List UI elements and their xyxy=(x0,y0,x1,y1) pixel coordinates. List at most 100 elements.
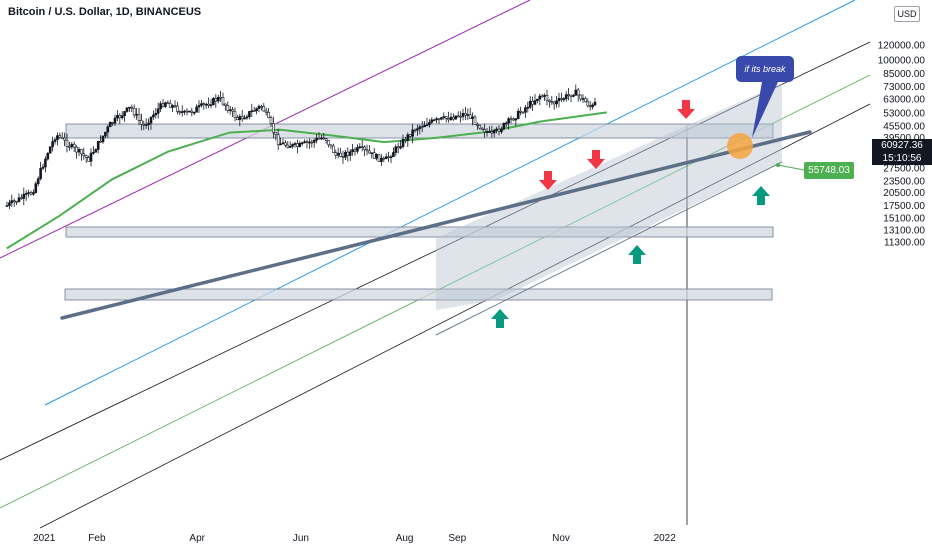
candle-body xyxy=(526,106,530,109)
candle-body xyxy=(543,94,546,97)
chart-title: Bitcoin / U.S. Dollar, 1D, BINANCEUS xyxy=(8,6,202,18)
blue-channel-line xyxy=(44,0,856,406)
candle-body xyxy=(166,102,170,105)
x-tick-label: 2022 xyxy=(654,533,677,544)
candle-body xyxy=(449,116,453,121)
candle-body xyxy=(164,102,167,107)
candle-body xyxy=(142,123,146,126)
candle-body xyxy=(183,110,186,113)
y-tick-label: 17500.00 xyxy=(883,201,925,212)
candle-body xyxy=(53,139,57,142)
candle-body xyxy=(185,110,189,113)
candle-body xyxy=(296,143,299,148)
candle-body xyxy=(60,137,64,139)
candle-body xyxy=(540,95,544,98)
annotation-callout[interactable]: if its break xyxy=(736,56,794,82)
candle-body xyxy=(274,132,278,135)
candle-body xyxy=(480,127,484,130)
candle-body xyxy=(29,192,33,195)
y-tick-label: 23500.00 xyxy=(883,177,925,188)
green-arrow-up-icon xyxy=(752,186,770,205)
candle-body xyxy=(332,145,335,153)
candle-body xyxy=(180,111,184,113)
candle-body xyxy=(108,122,112,128)
y-tick-label: 11300.00 xyxy=(884,238,925,249)
candle-body xyxy=(464,113,467,116)
main-trendline[interactable] xyxy=(60,130,812,320)
candle-body xyxy=(15,201,18,203)
candle-body xyxy=(468,114,472,119)
x-tick-label: 2021 xyxy=(33,533,56,544)
candle-body xyxy=(552,101,556,105)
candle-body xyxy=(382,157,386,160)
candle-body xyxy=(46,152,50,160)
candle-body xyxy=(327,140,330,146)
candle-body xyxy=(396,146,400,149)
candle-body xyxy=(24,193,28,195)
candle-body xyxy=(269,117,273,124)
candle-body xyxy=(572,95,575,97)
candle-body xyxy=(245,116,249,119)
candle-body xyxy=(48,146,52,154)
candle-body xyxy=(471,116,474,119)
candle-body xyxy=(168,103,172,108)
x-tick-label: Sep xyxy=(448,533,466,544)
candle-body xyxy=(411,129,414,137)
x-tick-label: Feb xyxy=(88,533,106,544)
countdown-timer: 15:10:56 xyxy=(882,153,922,164)
candle-body xyxy=(252,110,256,112)
candle-body xyxy=(56,135,59,140)
candle-body xyxy=(63,137,66,141)
candle-body xyxy=(137,113,141,121)
candle-body xyxy=(111,122,114,124)
candle-body xyxy=(130,106,134,109)
red-arrow-down-icon xyxy=(587,150,605,169)
candle-body xyxy=(392,152,395,158)
candle-body xyxy=(351,149,354,153)
y-tick-label: 45500.00 xyxy=(883,121,925,132)
y-tick-label: 100000.00 xyxy=(878,56,926,67)
candle-body xyxy=(298,142,302,148)
currency-badge[interactable]: USD xyxy=(894,6,920,22)
candle-body xyxy=(365,149,369,152)
candle-body xyxy=(219,96,222,99)
candle-body xyxy=(394,146,398,153)
candle-body xyxy=(207,103,210,106)
candle-body xyxy=(286,144,290,148)
candle-body xyxy=(77,149,81,153)
candle-body xyxy=(94,149,98,153)
green-arrow-up-icon xyxy=(491,309,509,328)
candle-body xyxy=(202,103,206,105)
candle-body xyxy=(156,108,160,114)
candle-body xyxy=(375,154,378,159)
candle-body xyxy=(197,105,201,108)
candle-body xyxy=(500,128,503,133)
candle-body xyxy=(372,152,376,159)
candle-body xyxy=(586,101,590,107)
candle-body xyxy=(12,200,16,202)
middle-zone xyxy=(65,226,774,238)
candle-body xyxy=(339,152,342,157)
candle-body xyxy=(238,116,242,120)
y-tick-label: 20500.00 xyxy=(883,188,925,199)
candle-body xyxy=(560,98,563,100)
candle-body xyxy=(128,106,131,109)
callout-pointer xyxy=(752,82,778,138)
candle-body xyxy=(291,143,294,147)
candle-body xyxy=(135,113,138,116)
candle-body xyxy=(322,137,326,140)
candle-body xyxy=(82,153,86,156)
candle-body xyxy=(152,114,155,118)
candle-body xyxy=(380,157,383,162)
candle-body xyxy=(264,110,268,113)
x-tick-label: Aug xyxy=(396,533,414,544)
candle-body xyxy=(504,122,508,125)
breakout-circle[interactable] xyxy=(727,133,753,159)
candle-body xyxy=(360,146,364,149)
candle-body xyxy=(284,142,287,146)
candle-body xyxy=(432,119,436,122)
red-arrow-down-icon xyxy=(539,171,557,190)
arrows xyxy=(491,100,770,328)
